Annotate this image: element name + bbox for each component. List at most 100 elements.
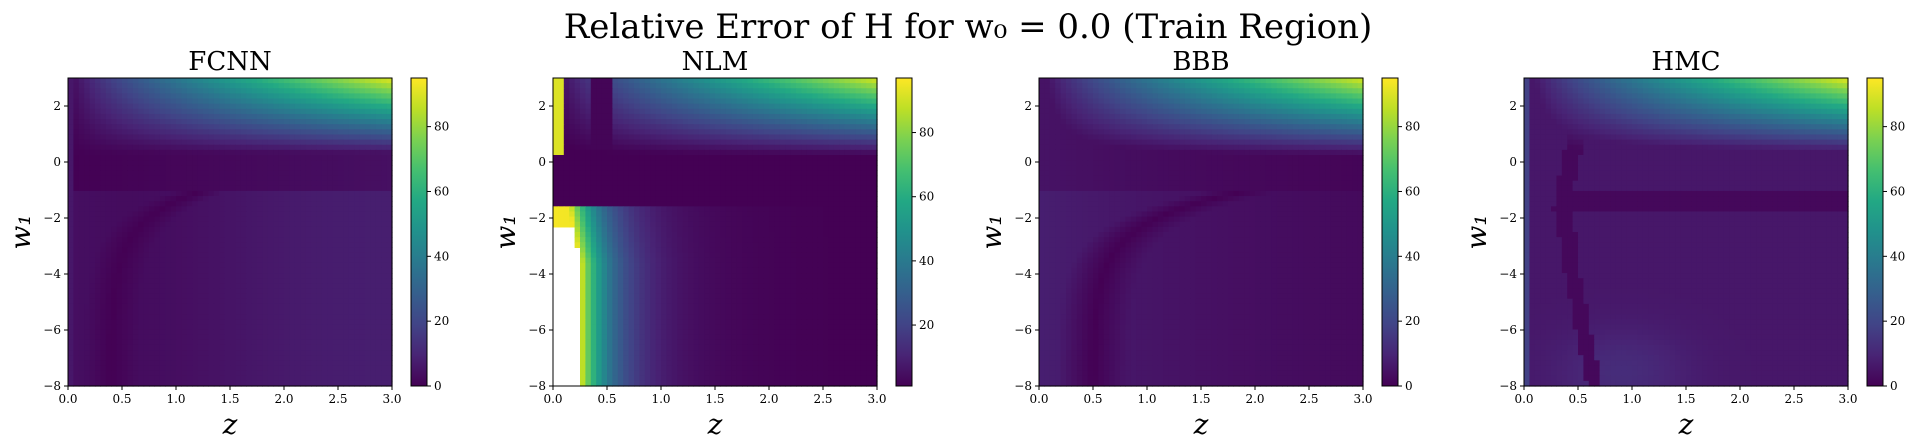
heatmap-cell bbox=[617, 144, 624, 151]
heatmap-cell bbox=[100, 298, 107, 305]
heatmap-cell bbox=[375, 232, 382, 238]
heatmap-cell bbox=[305, 278, 312, 284]
heatmap-cell bbox=[246, 211, 253, 218]
x-tick-label: 1.0 bbox=[166, 392, 185, 406]
heatmap-cell bbox=[246, 365, 253, 372]
heatmap-cell bbox=[89, 339, 96, 346]
heatmap-cell bbox=[661, 155, 667, 161]
heatmap-cell bbox=[116, 298, 123, 305]
heatmap-cell bbox=[111, 283, 118, 290]
heatmap-cell bbox=[338, 149, 344, 156]
heatmap-cell bbox=[278, 278, 285, 284]
heatmap-cell bbox=[381, 226, 388, 233]
heatmap-cell bbox=[170, 262, 177, 269]
heatmap-cell bbox=[246, 283, 253, 290]
heatmap-cell bbox=[596, 134, 603, 141]
heatmap-cell bbox=[159, 303, 166, 310]
heatmap-cell bbox=[693, 98, 700, 105]
heatmap-cell bbox=[116, 232, 123, 238]
heatmap-cell bbox=[122, 278, 128, 284]
heatmap-cell bbox=[612, 160, 619, 166]
heatmap-cell bbox=[78, 201, 85, 207]
heatmap-cell bbox=[213, 124, 220, 130]
heatmap-cell bbox=[354, 232, 361, 238]
heatmap-cell bbox=[850, 88, 856, 94]
heatmap-cell bbox=[343, 196, 350, 202]
heatmap-cell bbox=[230, 175, 236, 182]
heatmap-cell bbox=[628, 83, 635, 89]
heatmap-cell bbox=[365, 190, 371, 197]
heatmap-cell bbox=[381, 267, 388, 274]
heatmap-cell bbox=[381, 309, 388, 315]
heatmap-cell bbox=[89, 155, 96, 161]
heatmap-cell bbox=[381, 165, 388, 171]
heatmap-cell bbox=[278, 216, 285, 223]
heatmap-cell bbox=[143, 201, 150, 207]
heatmap-cell bbox=[289, 298, 296, 305]
heatmap-cell bbox=[186, 380, 193, 387]
heatmap-cell bbox=[300, 170, 307, 177]
heatmap-cell bbox=[300, 237, 307, 243]
heatmap-cell bbox=[644, 103, 651, 110]
heatmap-cell bbox=[111, 226, 118, 233]
heatmap-cell bbox=[580, 113, 586, 120]
heatmap-cell bbox=[257, 206, 263, 213]
heatmap-cell bbox=[224, 134, 231, 141]
heatmap-cell bbox=[105, 119, 112, 125]
heatmap-cell bbox=[338, 344, 344, 351]
heatmap-cell bbox=[127, 247, 134, 254]
heatmap-cell bbox=[165, 339, 172, 346]
heatmap-cell bbox=[569, 175, 576, 182]
heatmap-cell bbox=[682, 155, 689, 161]
heatmap-cell bbox=[251, 175, 258, 182]
heatmap-cell bbox=[267, 108, 274, 115]
heatmap-cell bbox=[300, 262, 307, 269]
heatmap-cell bbox=[596, 155, 603, 161]
heatmap-cell bbox=[262, 201, 269, 207]
heatmap-cell bbox=[289, 165, 296, 171]
heatmap-cell bbox=[149, 180, 155, 187]
heatmap-cell bbox=[127, 124, 134, 130]
heatmap-cell bbox=[752, 129, 759, 136]
heatmap-cell bbox=[230, 201, 236, 207]
heatmap-cell bbox=[327, 216, 334, 223]
heatmap-cell bbox=[170, 344, 177, 351]
heatmap-cell bbox=[731, 134, 738, 141]
heatmap-cell bbox=[375, 196, 382, 202]
heatmap-cell bbox=[240, 144, 247, 151]
heatmap-cell bbox=[132, 370, 139, 377]
heatmap-cell bbox=[159, 339, 166, 346]
heatmap-cell bbox=[257, 309, 263, 315]
heatmap-cell bbox=[844, 78, 851, 84]
heatmap-cell bbox=[828, 98, 835, 105]
heatmap-cell bbox=[111, 278, 118, 284]
heatmap-cell bbox=[569, 149, 576, 156]
heatmap-cell bbox=[257, 252, 263, 259]
heatmap-cell bbox=[181, 334, 188, 341]
heatmap-cell bbox=[208, 257, 215, 264]
heatmap-cell bbox=[192, 98, 199, 105]
heatmap-cell bbox=[267, 144, 274, 151]
heatmap-cell bbox=[763, 98, 770, 105]
heatmap-cell bbox=[197, 380, 204, 387]
heatmap-cell bbox=[359, 113, 366, 120]
heatmap-cell bbox=[585, 155, 592, 161]
heatmap-cell bbox=[192, 293, 199, 300]
heatmap-cell bbox=[267, 273, 274, 279]
heatmap-cell bbox=[132, 129, 139, 136]
heatmap-cell bbox=[731, 88, 738, 94]
heatmap-cell bbox=[181, 380, 188, 387]
heatmap-cell bbox=[68, 108, 74, 115]
heatmap-cell bbox=[332, 78, 339, 84]
heatmap-cell bbox=[159, 314, 166, 320]
heatmap-cell bbox=[192, 237, 199, 243]
heatmap-cell bbox=[742, 124, 748, 130]
heatmap-cell bbox=[165, 113, 172, 120]
heatmap-cell bbox=[375, 134, 382, 141]
heatmap-cell bbox=[294, 262, 301, 269]
heatmap-cell bbox=[219, 98, 226, 105]
heatmap-cell bbox=[747, 170, 754, 177]
heatmap-cell bbox=[348, 201, 355, 207]
heatmap-cell bbox=[116, 324, 123, 331]
heatmap-cell bbox=[181, 201, 188, 207]
